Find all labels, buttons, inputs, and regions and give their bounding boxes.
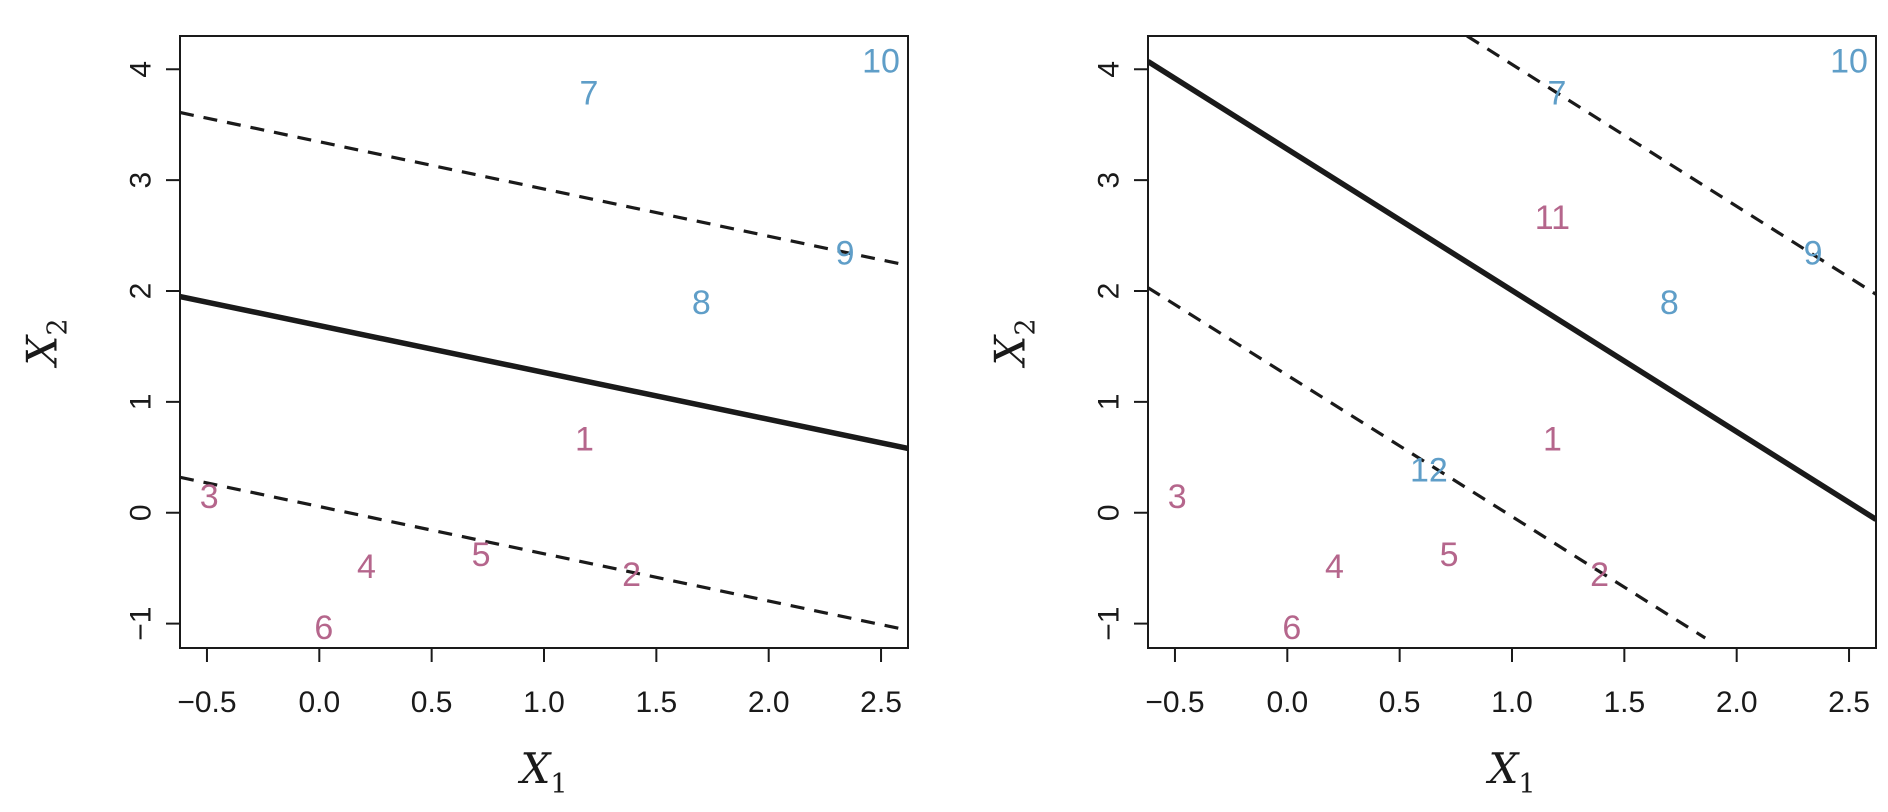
point-label-1: 1 bbox=[575, 421, 594, 459]
point-label-6: 6 bbox=[1282, 609, 1301, 647]
x-tick-label: 2.0 bbox=[748, 686, 790, 719]
point-label-11: 11 bbox=[1535, 199, 1570, 237]
x-axis-title: X1 bbox=[1485, 744, 1535, 800]
point-label-10: 10 bbox=[862, 43, 900, 81]
point-label-2: 2 bbox=[1590, 556, 1609, 594]
x-tick-label: 2.5 bbox=[860, 686, 902, 719]
y-axis-title-subscript: 2 bbox=[43, 318, 74, 335]
point-label-9: 9 bbox=[1804, 234, 1823, 272]
hyperplane-lines bbox=[1148, 36, 1876, 640]
point-label-6: 6 bbox=[314, 609, 333, 647]
point-label-5: 5 bbox=[472, 536, 491, 574]
x-tick-label: 1.5 bbox=[635, 686, 677, 719]
x-tick-label: 0.5 bbox=[411, 686, 453, 719]
point-label-1: 1 bbox=[1543, 421, 1562, 459]
x-axis-title-subscript: 1 bbox=[550, 769, 567, 800]
x-tick-label: 0.0 bbox=[1266, 686, 1308, 719]
x-tick-label: 2.5 bbox=[1828, 686, 1870, 719]
x-tick-label: 1.0 bbox=[1491, 686, 1533, 719]
margin-line bbox=[1148, 286, 1707, 640]
y-tick-label: 2 bbox=[1093, 283, 1126, 300]
margin-line bbox=[180, 110, 908, 268]
separating-hyperplane-line bbox=[1148, 59, 1876, 522]
point-label-10: 10 bbox=[1830, 43, 1868, 81]
x-tick-label: 0.0 bbox=[298, 686, 340, 719]
x-tick-label: 2.0 bbox=[1716, 686, 1758, 719]
y-tick-label: 4 bbox=[125, 61, 158, 78]
x-axis-title-main: X bbox=[517, 744, 552, 793]
plot-frame bbox=[179, 35, 909, 649]
x-tick-label: 0.5 bbox=[1379, 686, 1421, 719]
x-tick-label: −0.5 bbox=[177, 686, 236, 719]
point-label-3: 3 bbox=[1168, 478, 1187, 516]
y-tick-label: 0 bbox=[125, 504, 158, 521]
margin-line bbox=[180, 475, 908, 632]
y-axis-title-subscript: 2 bbox=[1011, 318, 1042, 335]
y-tick-label: 1 bbox=[125, 394, 158, 411]
point-label-4: 4 bbox=[1325, 548, 1344, 586]
margin-line bbox=[1466, 36, 1876, 296]
y-tick-label: −1 bbox=[125, 606, 158, 640]
y-axis-title: X2 bbox=[18, 318, 74, 368]
point-label-7: 7 bbox=[1547, 75, 1566, 113]
y-tick-label: 3 bbox=[125, 172, 158, 189]
y-tick-label: 3 bbox=[1093, 172, 1126, 189]
x-tick-label: 1.0 bbox=[523, 686, 565, 719]
point-label-4: 4 bbox=[357, 548, 376, 586]
y-tick-label: −1 bbox=[1093, 606, 1126, 640]
y-axis-title-main: X bbox=[986, 334, 1035, 369]
point-label-2: 2 bbox=[622, 556, 641, 594]
y-axis-title: X2 bbox=[986, 318, 1042, 368]
x-tick-label: 1.5 bbox=[1603, 686, 1645, 719]
x-tick-label: −0.5 bbox=[1145, 686, 1204, 719]
point-label-9: 9 bbox=[836, 234, 855, 272]
hyperplane-lines bbox=[180, 110, 908, 632]
y-tick-label: 1 bbox=[1093, 394, 1126, 411]
y-tick-label: 2 bbox=[125, 283, 158, 300]
x-axis-title-subscript: 1 bbox=[1518, 769, 1535, 800]
point-label-5: 5 bbox=[1440, 536, 1459, 574]
x-axis-title-main: X bbox=[1485, 744, 1520, 793]
y-tick-label: 0 bbox=[1093, 504, 1126, 521]
x-axis-title: X1 bbox=[517, 744, 567, 800]
point-label-8: 8 bbox=[1660, 284, 1679, 322]
point-label-8: 8 bbox=[692, 284, 711, 322]
point-label-7: 7 bbox=[579, 75, 598, 113]
separating-hyperplane-line bbox=[180, 293, 908, 452]
point-label-3: 3 bbox=[200, 478, 219, 516]
y-axis-title-main: X bbox=[18, 334, 67, 369]
y-tick-label: 4 bbox=[1093, 61, 1126, 78]
point-label-12: 12 bbox=[1410, 452, 1448, 490]
